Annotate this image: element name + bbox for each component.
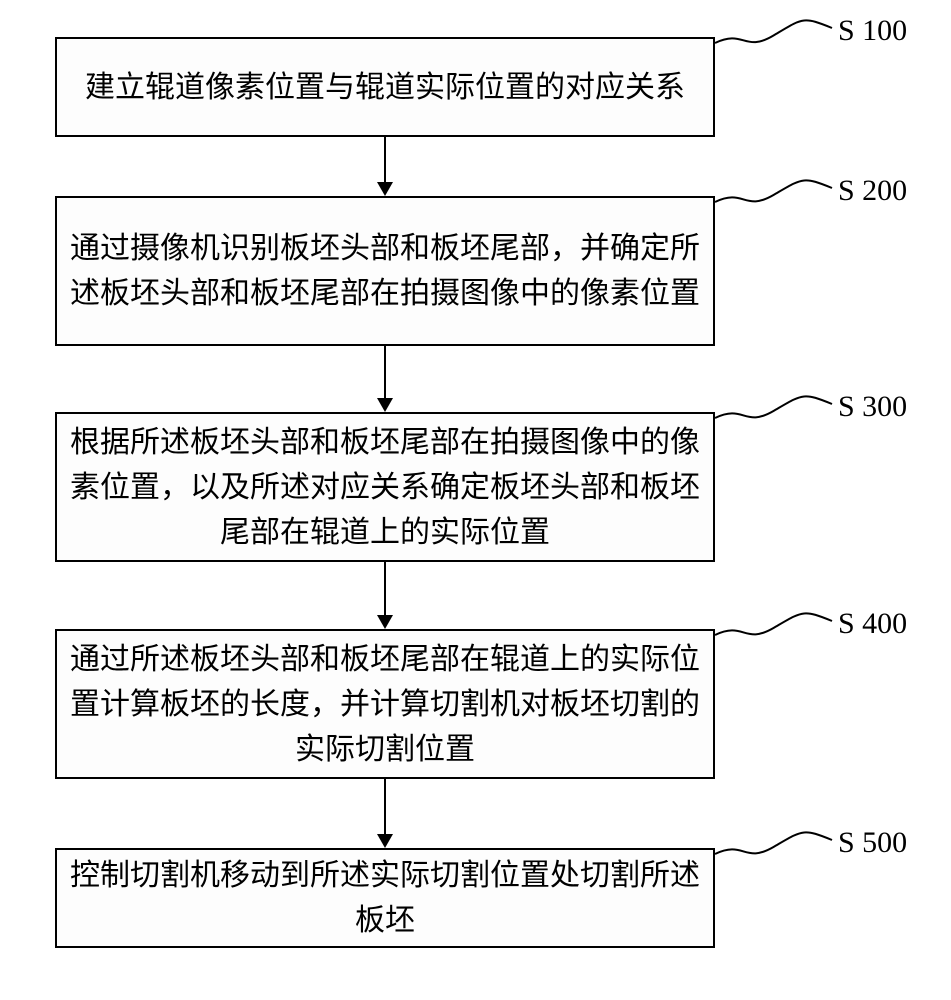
callout-s300 [710, 384, 837, 438]
step-box-s400: 通过所述板坯头部和板坯尾部在辊道上的实际位置计算板坯的长度，并计算切割机对板坯切… [55, 629, 715, 779]
step-label-s500: S 500 [838, 826, 907, 860]
step-label-s200: S 200 [838, 174, 907, 208]
step-text-s100: 建立辊道像素位置与辊道实际位置的对应关系 [85, 65, 685, 110]
step-box-s100: 建立辊道像素位置与辊道实际位置的对应关系 [55, 37, 715, 137]
step-label-s400: S 400 [838, 607, 907, 641]
step-box-s500: 控制切割机移动到所述实际切割位置处切割所述板坯 [55, 848, 715, 948]
arrow-head-3 [377, 834, 393, 848]
step-box-s300: 根据所述板坯头部和板坯尾部在拍摄图像中的像素位置，以及所述对应关系确定板坯头部和… [55, 412, 715, 562]
flowchart-canvas: 建立辊道像素位置与辊道实际位置的对应关系 S 100 通过摄像机识别板坯头部和板坯尾… [0, 0, 951, 1000]
arrow-head-0 [377, 182, 393, 196]
callout-s200 [710, 168, 837, 222]
arrow-line-2 [384, 562, 386, 615]
step-text-s200: 通过摄像机识别板坯头部和板坯尾部，并确定所述板坯头部和板坯尾部在拍摄图像中的像素… [67, 226, 703, 316]
step-label-s300: S 300 [838, 390, 907, 424]
step-text-s300: 根据所述板坯头部和板坯尾部在拍摄图像中的像素位置，以及所述对应关系确定板坯头部和… [67, 420, 703, 555]
arrow-line-0 [384, 137, 386, 182]
step-box-s200: 通过摄像机识别板坯头部和板坯尾部，并确定所述板坯头部和板坯尾部在拍摄图像中的像素… [55, 196, 715, 346]
step-text-s500: 控制切割机移动到所述实际切割位置处切割所述板坯 [67, 853, 703, 943]
step-text-s400: 通过所述板坯头部和板坯尾部在辊道上的实际位置计算板坯的长度，并计算切割机对板坯切… [67, 637, 703, 772]
callout-s500 [710, 820, 837, 874]
arrow-head-2 [377, 615, 393, 629]
arrow-line-3 [384, 779, 386, 834]
arrow-head-1 [377, 398, 393, 412]
step-label-s100: S 100 [838, 14, 907, 48]
callout-s100 [710, 8, 837, 63]
callout-s400 [710, 601, 837, 655]
arrow-line-1 [384, 346, 386, 398]
